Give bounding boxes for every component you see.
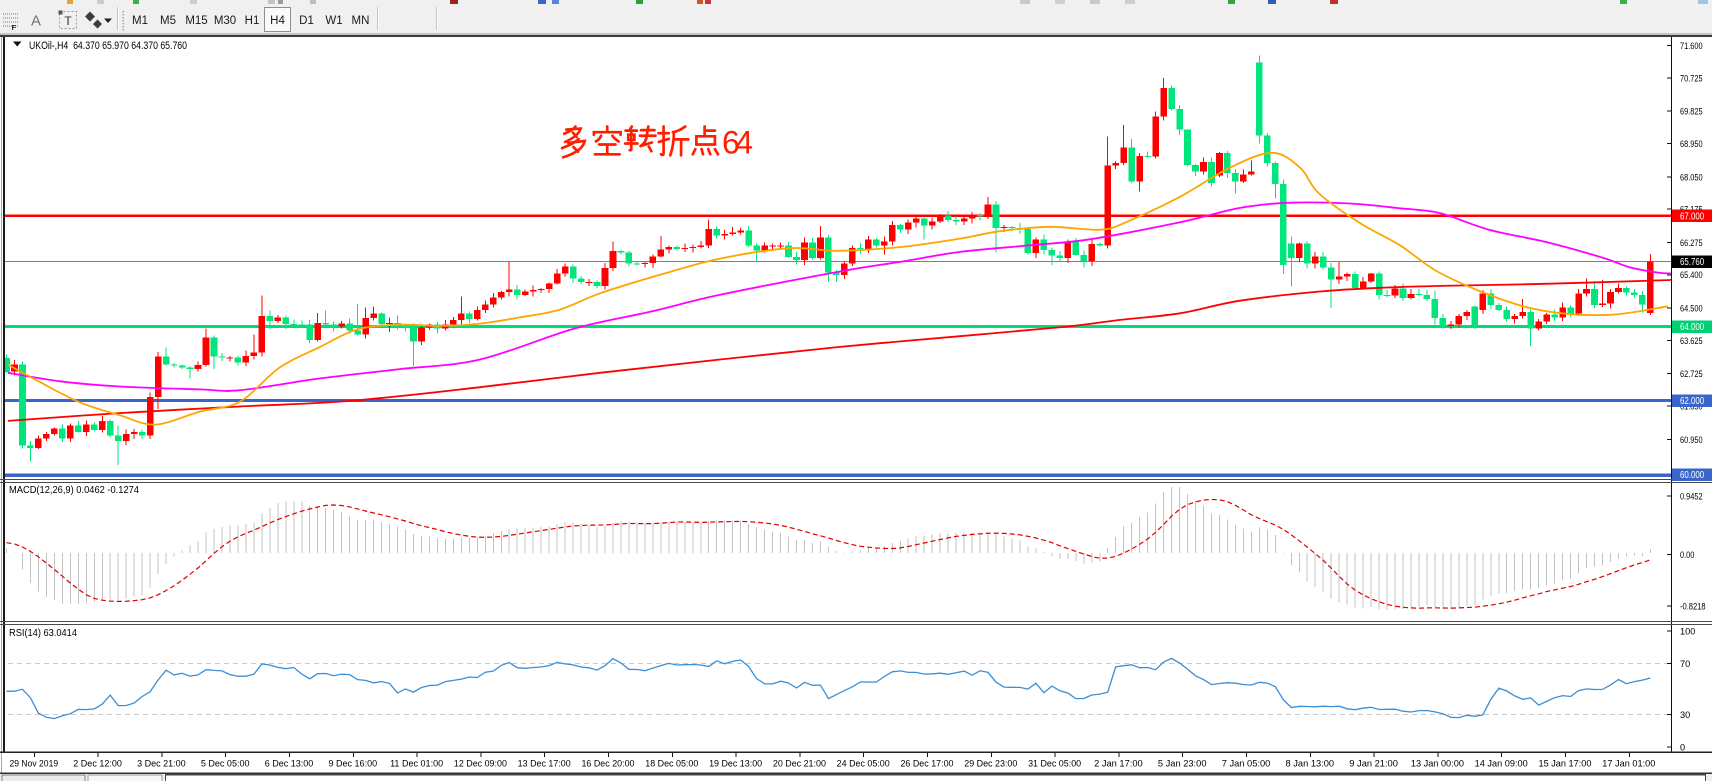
svg-text:15 Jan 17:00: 15 Jan 17:00 xyxy=(1538,759,1591,770)
svg-text:11 Dec 01:00: 11 Dec 01:00 xyxy=(390,759,443,770)
svg-text:M15: M15 xyxy=(185,15,207,27)
svg-text:66.275: 66.275 xyxy=(1680,238,1703,248)
svg-text:6 Dec 13:00: 6 Dec 13:00 xyxy=(265,759,314,770)
svg-text:20 Dec 21:00: 20 Dec 21:00 xyxy=(773,759,826,770)
svg-text:16 Dec 20:00: 16 Dec 20:00 xyxy=(581,759,634,770)
svg-text:13 Jan 00:00: 13 Jan 00:00 xyxy=(1411,759,1464,770)
svg-text:T: T xyxy=(64,14,72,28)
svg-text:M1: M1 xyxy=(132,15,148,27)
svg-text:65.400: 65.400 xyxy=(1680,270,1703,280)
svg-text:68.050: 68.050 xyxy=(1680,172,1703,182)
svg-text:63.625: 63.625 xyxy=(1680,336,1703,346)
svg-text:M5: M5 xyxy=(160,15,176,27)
svg-text:8 Jan 13:00: 8 Jan 13:00 xyxy=(1285,759,1334,770)
svg-text:65.760: 65.760 xyxy=(1680,257,1705,268)
svg-text:67.175: 67.175 xyxy=(1680,205,1703,215)
svg-text:5 Dec 05:00: 5 Dec 05:00 xyxy=(201,759,250,770)
svg-text:UKOil-,H4 64.370 65.970 64.37: UKOil-,H4 64.370 65.970 64.370 65.760 xyxy=(29,40,187,52)
svg-text:64.500: 64.500 xyxy=(1680,304,1703,314)
svg-text:13 Dec 17:00: 13 Dec 17:00 xyxy=(518,759,571,770)
svg-text:60.000: 60.000 xyxy=(1680,470,1705,481)
svg-text:H4: H4 xyxy=(270,15,285,27)
svg-text:19 Dec 13:00: 19 Dec 13:00 xyxy=(709,759,762,770)
svg-text:0: 0 xyxy=(1680,742,1685,752)
svg-text:62.725: 62.725 xyxy=(1680,369,1703,379)
svg-text:MACD(12,26,9) 0.0462 -0.1274: MACD(12,26,9) 0.0462 -0.1274 xyxy=(9,485,139,496)
svg-text:29 Dec 23:00: 29 Dec 23:00 xyxy=(964,759,1017,770)
svg-text:H1: H1 xyxy=(245,15,260,27)
svg-text:-0.8218: -0.8218 xyxy=(1680,601,1706,611)
svg-text:71.600: 71.600 xyxy=(1680,41,1703,51)
svg-text:RSI(14) 63.0414: RSI(14) 63.0414 xyxy=(9,628,77,639)
svg-text:18 Dec 05:00: 18 Dec 05:00 xyxy=(645,759,698,770)
svg-text:0.00: 0.00 xyxy=(1680,550,1694,560)
svg-text:7 Jan 05:00: 7 Jan 05:00 xyxy=(1222,759,1271,770)
svg-text:64: 64 xyxy=(722,125,753,161)
svg-text:9 Jan 21:00: 9 Jan 21:00 xyxy=(1349,759,1398,770)
svg-text:0.9452: 0.9452 xyxy=(1680,491,1703,501)
svg-text:30: 30 xyxy=(1680,710,1690,720)
svg-text:W1: W1 xyxy=(325,15,342,27)
svg-text:62.000: 62.000 xyxy=(1680,396,1705,407)
svg-text:5 Jan 23:00: 5 Jan 23:00 xyxy=(1158,759,1207,770)
svg-text:67.000: 67.000 xyxy=(1680,211,1705,222)
svg-text:17 Jan 01:00: 17 Jan 01:00 xyxy=(1602,759,1655,770)
svg-text:3 Dec 21:00: 3 Dec 21:00 xyxy=(137,759,186,770)
svg-text:70.725: 70.725 xyxy=(1680,73,1703,83)
svg-text:64.000: 64.000 xyxy=(1680,322,1705,333)
svg-text:24 Dec 05:00: 24 Dec 05:00 xyxy=(837,759,890,770)
svg-text:70: 70 xyxy=(1680,659,1690,669)
svg-text:12 Dec 09:00: 12 Dec 09:00 xyxy=(454,759,507,770)
svg-text:9 Dec 16:00: 9 Dec 16:00 xyxy=(328,759,377,770)
svg-text:14 Jan 09:00: 14 Jan 09:00 xyxy=(1475,759,1528,770)
svg-text:69.825: 69.825 xyxy=(1680,107,1703,117)
svg-text:F: F xyxy=(12,23,17,32)
svg-text:2 Dec 12:00: 2 Dec 12:00 xyxy=(73,759,122,770)
svg-text:100: 100 xyxy=(1680,626,1695,636)
svg-text:29 Nov 2019: 29 Nov 2019 xyxy=(9,759,58,770)
svg-text:31 Dec 05:00: 31 Dec 05:00 xyxy=(1028,759,1081,770)
svg-text:M30: M30 xyxy=(214,15,236,27)
svg-text:68.950: 68.950 xyxy=(1680,139,1703,149)
svg-text:D1: D1 xyxy=(299,15,314,27)
svg-text:2 Jan 17:00: 2 Jan 17:00 xyxy=(1094,759,1143,770)
svg-text:A: A xyxy=(31,13,41,30)
svg-text:26 Dec 17:00: 26 Dec 17:00 xyxy=(900,759,953,770)
svg-text:60.950: 60.950 xyxy=(1680,435,1703,445)
svg-text:MN: MN xyxy=(352,15,370,27)
